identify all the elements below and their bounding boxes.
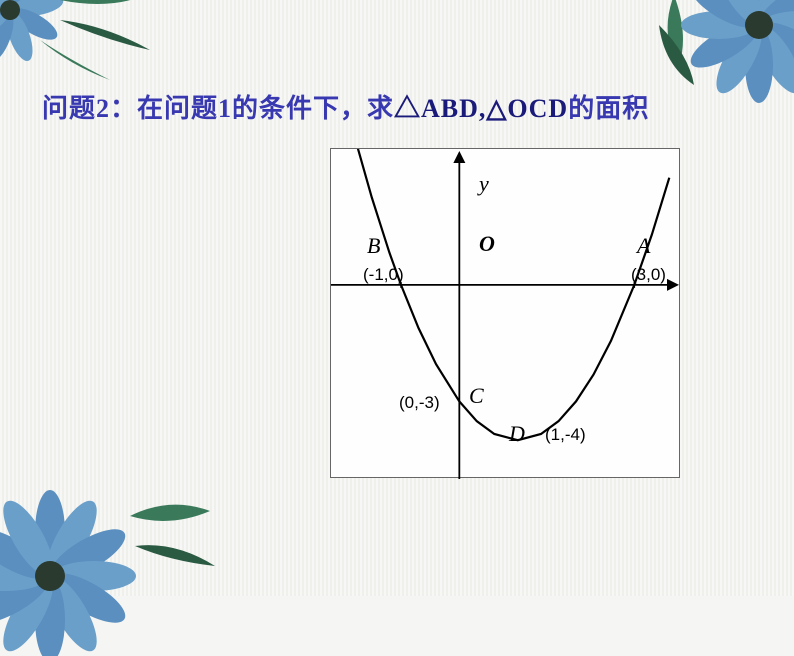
problem-title: 问题2：在问题1的条件下，求△ABD,△OCD的面积 xyxy=(42,88,649,125)
point-label-b: B xyxy=(367,233,380,259)
coord-d: (1,-4) xyxy=(545,425,586,445)
title-triangle-ocd: △OCD xyxy=(486,94,568,123)
title-triangle-abd: △ABD, xyxy=(394,94,486,123)
origin-label: O xyxy=(479,231,495,257)
title-suffix: 的面积 xyxy=(568,94,649,123)
parabola-chart: y O B A C D (-1,0) (3,0) (0,-3) (1,-4) xyxy=(330,148,680,478)
title-prefix: 问题2：在问题1的条件下，求 xyxy=(42,94,394,123)
coord-b: (-1,0) xyxy=(363,265,404,285)
point-label-c: C xyxy=(469,383,484,409)
coord-a: (3,0) xyxy=(631,265,666,285)
y-axis-label: y xyxy=(479,171,489,197)
point-label-a: A xyxy=(637,233,650,259)
coord-c: (0,-3) xyxy=(399,393,440,413)
point-label-d: D xyxy=(509,421,525,447)
